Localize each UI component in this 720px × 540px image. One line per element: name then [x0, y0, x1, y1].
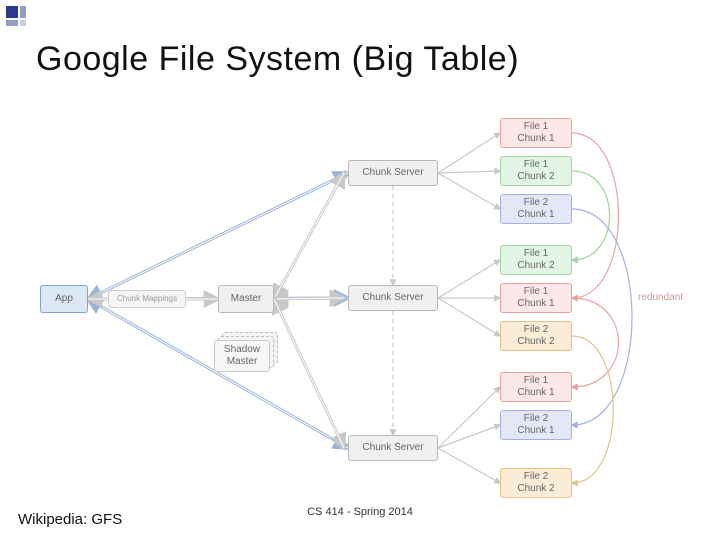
node-c9-label1: File 2 [524, 471, 548, 483]
slide-bullet-decoration [6, 6, 34, 34]
node-c4-label1: File 1 [524, 248, 548, 260]
node-cs3-label1: Chunk Server [362, 442, 423, 454]
node-cs1-label1: Chunk Server [362, 167, 423, 179]
node-cs2: Chunk Server [348, 285, 438, 311]
node-c4: File 1Chunk 2 [500, 245, 572, 275]
node-master-label1: Master [231, 293, 262, 305]
node-c9: File 2Chunk 2 [500, 468, 572, 498]
node-c4-label2: Chunk 2 [517, 260, 554, 272]
node-cs3: Chunk Server [348, 435, 438, 461]
node-c3-label1: File 2 [524, 197, 548, 209]
node-c9-label2: Chunk 2 [517, 483, 554, 495]
node-c3-label2: Chunk 1 [517, 209, 554, 221]
node-c1-label2: Chunk 1 [517, 133, 554, 145]
node-c7: File 1Chunk 1 [500, 372, 572, 402]
gfs-diagram: AppMasterShadowMasterChunk MappingsChunk… [0, 100, 720, 500]
node-shadow: ShadowMaster [214, 340, 270, 372]
node-shadow-label1: Shadow [224, 344, 260, 356]
node-c6: File 2Chunk 2 [500, 321, 572, 351]
node-master: Master [218, 285, 274, 313]
node-mapping: Chunk Mappings [108, 290, 186, 308]
slide-title: Google File System (Big Table) [36, 40, 519, 79]
node-c1: File 1Chunk 1 [500, 118, 572, 148]
node-app: App [40, 285, 88, 313]
footer-source: Wikipedia: GFS [18, 511, 122, 528]
node-c5-label2: Chunk 1 [517, 298, 554, 310]
node-c7-label2: Chunk 1 [517, 387, 554, 399]
node-c5-label1: File 1 [524, 286, 548, 298]
node-c8-label2: Chunk 1 [517, 425, 554, 437]
node-c3: File 2Chunk 1 [500, 194, 572, 224]
footer-course: CS 414 - Spring 2014 [307, 506, 413, 518]
node-c6-label2: Chunk 2 [517, 336, 554, 348]
node-c8-label1: File 2 [524, 413, 548, 425]
node-c8: File 2Chunk 1 [500, 410, 572, 440]
node-app-label1: App [55, 293, 73, 305]
node-c2-label1: File 1 [524, 159, 548, 171]
node-c5: File 1Chunk 1 [500, 283, 572, 313]
node-shadow-label2: Master [227, 356, 258, 368]
redundant-label: redundant [638, 292, 683, 303]
node-c2-label2: Chunk 2 [517, 171, 554, 183]
node-c2: File 1Chunk 2 [500, 156, 572, 186]
node-cs1: Chunk Server [348, 160, 438, 186]
node-c6-label1: File 2 [524, 324, 548, 336]
node-c1-label1: File 1 [524, 121, 548, 133]
node-cs2-label1: Chunk Server [362, 292, 423, 304]
node-mapping-label1: Chunk Mappings [117, 294, 177, 304]
node-c7-label1: File 1 [524, 375, 548, 387]
